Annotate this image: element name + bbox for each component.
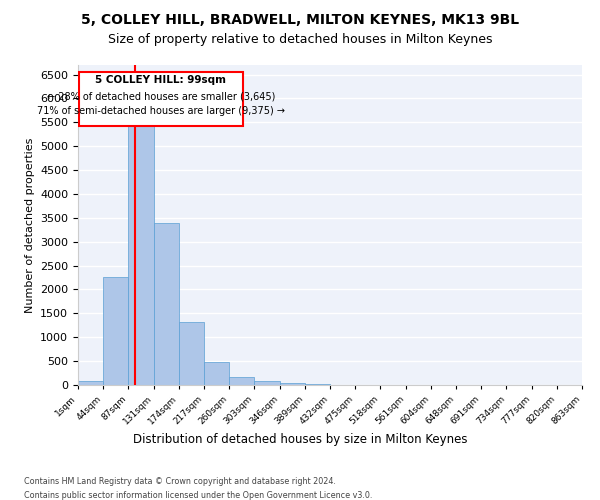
Text: 71% of semi-detached houses are larger (9,375) →: 71% of semi-detached houses are larger (… [37, 106, 285, 116]
Text: Contains public sector information licensed under the Open Government Licence v3: Contains public sector information licen… [24, 491, 373, 500]
Text: 5 COLLEY HILL: 99sqm: 5 COLLEY HILL: 99sqm [95, 75, 226, 85]
Text: ← 28% of detached houses are smaller (3,645): ← 28% of detached houses are smaller (3,… [47, 91, 275, 101]
Text: Size of property relative to detached houses in Milton Keynes: Size of property relative to detached ho… [108, 32, 492, 46]
Bar [128, 124, 154, 385]
Bar [254, 381, 280, 385]
Bar [204, 362, 229, 385]
Text: Distribution of detached houses by size in Milton Keynes: Distribution of detached houses by size … [133, 432, 467, 446]
Bar [154, 223, 179, 385]
Text: Contains HM Land Registry data © Crown copyright and database right 2024.: Contains HM Land Registry data © Crown c… [24, 478, 336, 486]
FancyBboxPatch shape [79, 72, 243, 126]
Y-axis label: Number of detached properties: Number of detached properties [25, 138, 35, 312]
Bar [280, 382, 305, 385]
Bar [78, 382, 103, 385]
Bar [305, 384, 330, 385]
Bar [103, 276, 128, 385]
Bar [179, 322, 204, 385]
Bar [229, 378, 254, 385]
Text: 5, COLLEY HILL, BRADWELL, MILTON KEYNES, MK13 9BL: 5, COLLEY HILL, BRADWELL, MILTON KEYNES,… [81, 12, 519, 26]
